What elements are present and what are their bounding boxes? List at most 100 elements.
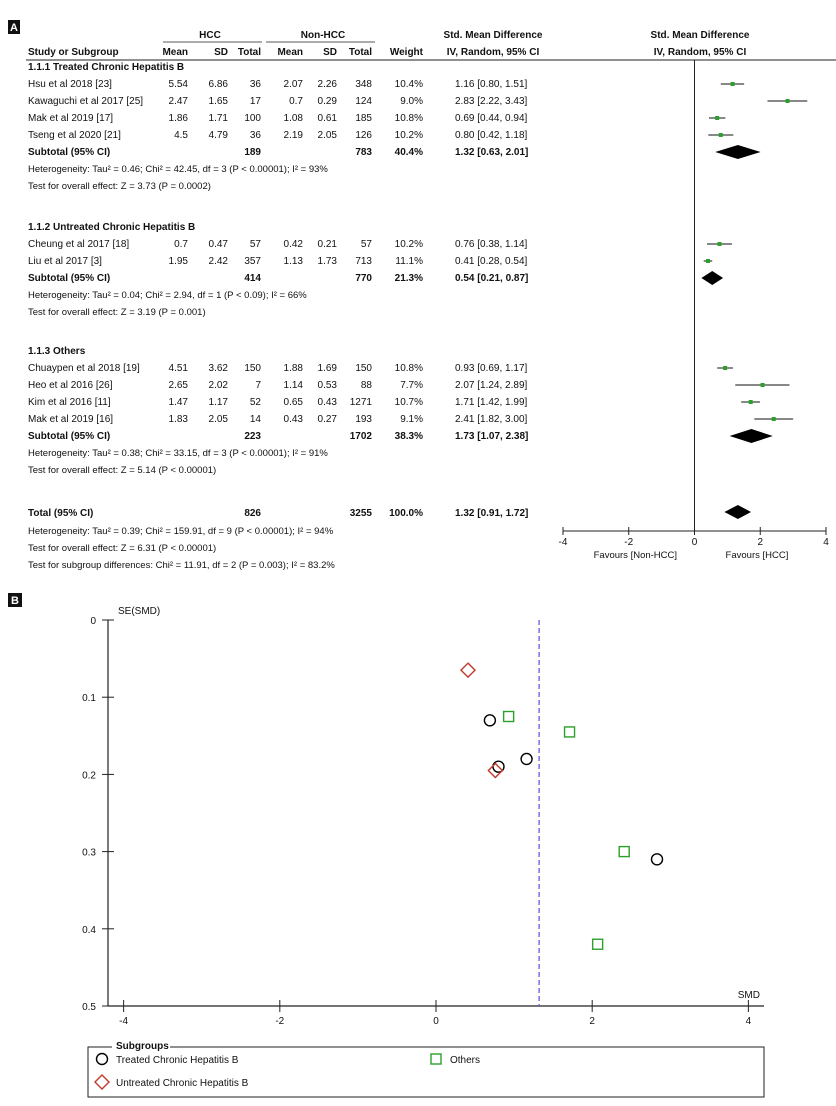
hcc-sd: 1.17	[209, 397, 229, 408]
subtotal-hcc-total: 223	[244, 431, 261, 442]
funnel-y-tick-label: 0.3	[82, 848, 96, 859]
study-name: Liu et al 2017 [3]	[28, 256, 102, 267]
hcc-total: 7	[255, 380, 261, 391]
hcc-total: 150	[244, 363, 261, 374]
funnel-x-tick-label: 4	[746, 1016, 752, 1027]
hcc-sd: 2.05	[209, 414, 229, 425]
funnel-y-tick-label: 0.2	[82, 770, 96, 781]
study-name: Kawaguchi et al 2017 [25]	[28, 96, 143, 107]
header-study: Study or Subgroup	[28, 47, 119, 58]
legend-title-bg	[112, 1040, 170, 1052]
header-mean-hcc: Mean	[162, 47, 188, 58]
legend-title: Subgroups	[116, 1041, 169, 1052]
subtotal-hcc-total: 189	[244, 147, 261, 158]
forest-tick-label: 4	[823, 537, 829, 548]
legend-marker-diamond	[94, 1074, 110, 1090]
forest-tick-label: 0	[692, 537, 698, 548]
footer-line: Test for subgroup differences: Chi² = 11…	[28, 560, 335, 571]
smd-ci: 2.41 [1.82, 3.00]	[455, 414, 528, 425]
non-hcc-mean: 1.14	[284, 380, 304, 391]
hcc-total: 57	[250, 239, 262, 250]
study-name: Hsu et al 2018 [23]	[28, 79, 112, 90]
pooled-diamond	[724, 505, 752, 519]
non-hcc-sd: 0.27	[318, 414, 338, 425]
non-hcc-sd: 0.43	[318, 397, 338, 408]
non-hcc-sd: 0.29	[318, 96, 338, 107]
header-sd-non-hcc: SD	[323, 47, 337, 58]
smd-ci: 0.76 [0.38, 1.14]	[455, 239, 528, 250]
non-hcc-mean: 0.43	[284, 414, 304, 425]
pooled-diamond	[701, 271, 724, 285]
study-name: Kim et al 2016 [11]	[28, 397, 111, 408]
data-point-circle	[650, 853, 664, 866]
hcc-total: 357	[244, 256, 261, 267]
smd-ci: 1.71 [1.42, 1.99]	[455, 397, 528, 408]
hcc-sd: 0.47	[209, 239, 229, 250]
non-hcc-sd: 1.73	[318, 256, 338, 267]
study-square	[760, 383, 765, 387]
data-point-square	[502, 710, 515, 723]
hcc-sd: 6.86	[209, 79, 229, 90]
legend-marker-circle	[95, 1052, 109, 1066]
forest-tick-label: -2	[624, 537, 633, 548]
data-point-square	[591, 938, 604, 950]
legend-box	[87, 1046, 765, 1098]
heterogeneity: Heterogeneity: Tau² = 0.04; Chi² = 2.94,…	[28, 290, 307, 301]
pooled-diamond	[715, 145, 761, 159]
hcc-sd: 4.79	[209, 130, 229, 141]
non-hcc-total: 713	[355, 256, 372, 267]
total-weight: 100.0%	[389, 508, 423, 519]
header-total-non-hcc: Total	[349, 47, 372, 58]
non-hcc-total: 1271	[350, 397, 373, 408]
funnel-y-tick-label: 0.1	[82, 693, 96, 704]
funnel-x-tick-label: 2	[589, 1016, 595, 1027]
forest-tick-label: -4	[559, 537, 568, 548]
weight: 10.4%	[395, 79, 423, 90]
legend-label: Treated Chronic Hepatitis B	[116, 1055, 239, 1066]
subtotal-ci: 0.54 [0.21, 0.87]	[455, 273, 528, 284]
hcc-sd: 1.71	[209, 113, 229, 124]
weight: 10.2%	[395, 130, 423, 141]
pooled-diamond	[729, 429, 773, 443]
data-point-circle	[483, 714, 497, 727]
legend-label: Untreated Chronic Hepatitis B	[116, 1078, 249, 1089]
hcc-total: 36	[250, 79, 262, 90]
smd-ci: 0.69 [0.44, 0.94]	[455, 113, 528, 124]
panel-label-a-box	[8, 20, 20, 34]
hcc-mean: 1.95	[169, 256, 189, 267]
data-point-circle	[520, 752, 533, 766]
total-non-hcc: 3255	[350, 508, 373, 519]
group-title: 1.1.1 Treated Chronic Hepatitis B	[28, 62, 184, 73]
funnel-y-tick-label: 0.4	[82, 925, 96, 936]
study-square	[771, 417, 776, 421]
smd-ci: 2.07 [1.24, 2.89]	[455, 380, 528, 391]
subtotal-non-hcc-total: 1702	[350, 431, 373, 442]
weight: 10.8%	[395, 363, 423, 374]
non-hcc-sd: 2.05	[318, 130, 338, 141]
weight: 9.0%	[400, 96, 423, 107]
non-hcc-total: 88	[361, 380, 373, 391]
forest-tick-label: 2	[757, 537, 763, 548]
study-square	[717, 242, 722, 246]
panel-label-b-box	[8, 593, 22, 607]
panel-label-a: A	[10, 22, 18, 34]
subtotal-weight: 38.3%	[395, 431, 423, 442]
study-square	[730, 82, 735, 86]
non-hcc-total: 57	[361, 239, 373, 250]
non-hcc-sd: 2.26	[318, 79, 338, 90]
smd-ci: 0.41 [0.28, 0.54]	[455, 256, 528, 267]
funnel-xlabel: SMD	[738, 990, 760, 1001]
hcc-mean: 0.7	[174, 239, 188, 250]
weight: 11.1%	[395, 256, 423, 267]
hcc-mean: 4.51	[169, 363, 189, 374]
non-hcc-sd: 0.21	[318, 239, 338, 250]
header-smd-method: IV, Random, 95% CI	[447, 47, 540, 58]
favours-left: Favours [Non-HCC]	[594, 550, 677, 561]
funnel-x-tick-label: -4	[119, 1016, 128, 1027]
subtotal-non-hcc-total: 783	[355, 147, 372, 158]
group-title: 1.1.3 Others	[28, 346, 86, 357]
non-hcc-sd: 0.61	[318, 113, 338, 124]
hcc-mean: 2.65	[169, 380, 189, 391]
study-square	[785, 99, 790, 103]
non-hcc-total: 193	[355, 414, 372, 425]
